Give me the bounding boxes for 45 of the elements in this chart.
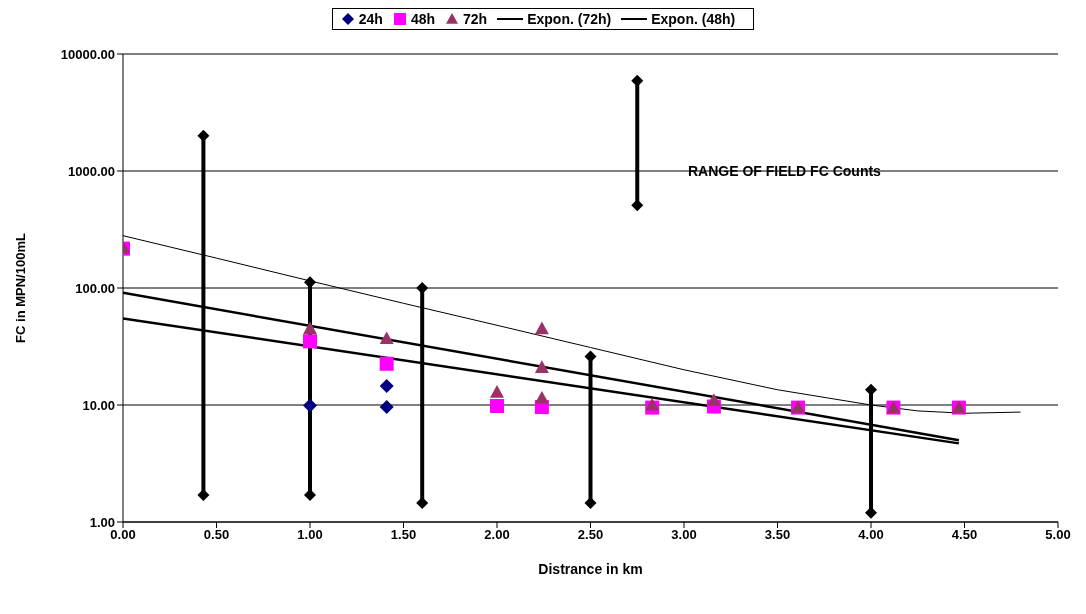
y-tick-label: 10000.00 [60,46,115,62]
legend-label: Expon. (48h) [651,11,736,27]
point [416,497,429,510]
point [416,282,429,294]
point [379,400,394,415]
x-tick-label: 3.50 [764,527,791,543]
point [303,398,317,413]
y-tick-label: 100.00 [75,280,115,296]
x-tick-label: 4.00 [858,527,884,543]
y-tick-label: 10.00 [82,397,115,413]
point [303,321,317,335]
y-tick-label: 1000.00 [68,163,115,179]
point [534,360,549,373]
x-axis-title: Distrance in km [538,561,643,577]
point [706,393,721,406]
point [490,385,504,398]
point [631,199,644,212]
x-tick-label: 0.50 [203,527,230,543]
point [584,497,597,510]
legend-label: Expon. (72h) [527,11,612,27]
x-tick-label: 5.00 [1045,527,1071,543]
annotation: RANGE OF FIELD FC Counts [688,163,881,179]
point [379,356,394,371]
x-tick-label: 3.00 [671,527,697,543]
point [379,379,394,394]
legend-label: 24h [358,11,383,27]
y-axis-title: FC in MPN/100mL [12,233,28,343]
point [379,331,394,345]
point [534,321,549,335]
x-tick-label: 0.00 [110,527,136,543]
point [197,489,210,502]
x-tick-label: 4.50 [951,527,978,543]
point [631,74,644,87]
point [490,399,504,414]
y-tick-label: 1.00 [89,514,115,530]
x-tick-label: 2.50 [577,527,604,543]
point [534,390,549,404]
legend-label: 72h [463,11,488,27]
point [645,398,660,411]
legend-label: 48h [410,11,436,27]
point [197,129,210,142]
point [303,334,317,349]
x-tick-label: 2.00 [484,527,510,543]
x-tick-label: 1.00 [297,527,323,543]
x-tick-label: 1.50 [390,527,417,543]
